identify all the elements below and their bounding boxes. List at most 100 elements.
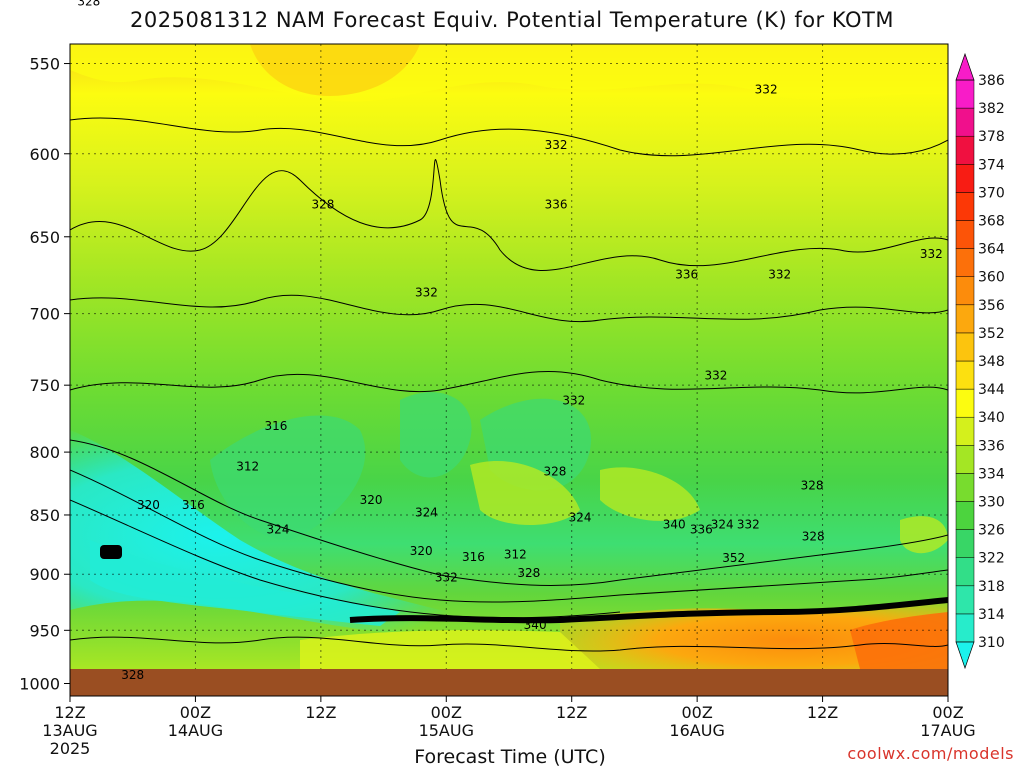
contour-label: 340	[663, 518, 686, 532]
colorbar-tick-label: 314	[978, 607, 1005, 623]
contour-label: 332	[705, 368, 728, 382]
contour-line-6	[70, 469, 948, 603]
colorbar-tick-label: 348	[978, 354, 1005, 370]
colorbar-swatch	[955, 135, 975, 165]
colorbar-tick-label: 356	[978, 298, 1005, 314]
colorbar-tick-label: 378	[978, 129, 1005, 145]
colorbar-tick-label: 386	[978, 73, 1005, 89]
colorbar-tick-label: 352	[978, 326, 1005, 342]
colorbar-tick-label: 370	[978, 185, 1005, 201]
colorbar-swatch	[955, 613, 975, 643]
contour-label: 332	[435, 571, 458, 585]
contour-label: 336	[545, 197, 568, 211]
y-tick-label: 800	[29, 443, 60, 462]
contour-label: 324	[267, 523, 290, 537]
x-tick-date: 14AUG	[168, 721, 223, 740]
y-tick-label: 550	[29, 55, 60, 74]
contour-label: 328	[311, 197, 334, 211]
colorbar-tick-label: 368	[978, 214, 1005, 230]
colorbar-swatch	[955, 445, 975, 474]
field-midyellow-blobs	[470, 461, 948, 554]
plot-frame	[69, 43, 949, 697]
contour-label: 336	[690, 523, 713, 537]
x-tick-time: 12Z	[807, 703, 838, 722]
colorbar-swatch	[955, 416, 975, 446]
colorbar-top-arrow	[955, 52, 975, 81]
x-tick-year: 2025	[50, 739, 91, 758]
colorbar: 310 314 318 322 326 330 334 336 340 344 348 352 356 3…	[955, 52, 1005, 670]
colorbar-tick-label: 322	[978, 551, 1005, 567]
contour-line-4	[70, 370, 948, 394]
y-tick-label: 600	[29, 145, 60, 164]
contour-label: 352	[722, 551, 745, 565]
x-tick-time: 12Z	[54, 703, 85, 722]
x-tick-date: 16AUG	[669, 721, 724, 740]
contour-label: 332	[755, 83, 778, 97]
contour-label: 332	[562, 393, 585, 407]
y-tick-label: 950	[29, 621, 60, 640]
field-midgreen-blobs	[210, 392, 592, 540]
colorbar-swatch	[955, 107, 975, 137]
contour-label: 340	[524, 618, 547, 632]
colorbar-bottom-arrow	[955, 641, 975, 670]
contour-label: 312	[236, 459, 259, 473]
contour-label: 328	[802, 530, 825, 544]
colorbar-tick-label: 330	[978, 495, 1005, 511]
y-tick-label: 750	[29, 376, 60, 395]
y-tick-label: 850	[29, 506, 60, 525]
contour-line-3	[70, 294, 948, 323]
x-tick-date: 13AUG	[42, 721, 97, 740]
colorbar-tick-label: 374	[978, 157, 1005, 173]
contour-label: 316	[462, 550, 485, 564]
contour-label: 320	[360, 493, 383, 507]
contour-label: 332	[737, 518, 760, 532]
contour-label: 328	[544, 464, 567, 478]
colorbar-tick-label: 382	[978, 101, 1005, 117]
colorbar-swatch	[955, 79, 975, 109]
colorbar-tick-label: 364	[978, 242, 1005, 258]
colorbar-swatch	[955, 164, 975, 193]
colorbar-swatch	[955, 220, 975, 249]
chart-title: 2025081312 NAM Forecast Equiv. Potential…	[130, 8, 894, 32]
ground-layer	[70, 669, 948, 696]
grid	[70, 44, 948, 669]
colorbar-tick-label: 326	[978, 523, 1005, 539]
x-tick-date: 17AUG	[920, 721, 975, 740]
colorbar-swatch	[955, 473, 975, 502]
colorbar-tick-label: 336	[978, 438, 1005, 454]
colorbar-swatch	[955, 529, 975, 558]
colorbar-tick-label: 318	[978, 579, 1005, 595]
contour-label: 328	[801, 478, 824, 492]
field-cyan-core	[90, 540, 400, 626]
colorbar-swatch	[955, 585, 975, 615]
contour-line-2	[70, 159, 948, 271]
colorbar-tick-label: 334	[978, 466, 1005, 482]
x-tick-time: 00Z	[932, 703, 963, 722]
contour-label: 332	[415, 286, 438, 300]
y-tick-label: 650	[29, 228, 60, 247]
x-tick-time: 12Z	[556, 703, 587, 722]
x-tick-date: 15AUG	[419, 721, 474, 740]
contour-line-1	[70, 117, 948, 157]
field-warm-core	[850, 612, 948, 669]
colorbar-swatch	[955, 501, 975, 530]
contour-label: 324	[569, 510, 592, 524]
x-tick-time: 00Z	[180, 703, 211, 722]
x-axis-label: Forecast Time (UTC)	[414, 746, 606, 768]
y-axis: 2503003504004505005506006507007508008509…	[19, 55, 70, 694]
colorbar-tick-label: 310	[978, 635, 1005, 651]
contour-line-5	[70, 439, 948, 586]
contour-label: 328	[121, 668, 144, 682]
colorbar-swatch	[955, 557, 975, 587]
contour-label: 320	[137, 498, 160, 512]
contour-labels: 3443403403363363363323323323283283323323…	[77, 0, 942, 682]
colorbar-swatch	[955, 360, 975, 390]
contour-label: 316	[182, 498, 205, 512]
contour-label: 336	[675, 267, 698, 281]
credit-link[interactable]: coolwx.com/models	[847, 744, 1014, 763]
contour-label: 320	[410, 544, 433, 558]
colorbar-swatch	[955, 276, 975, 306]
contour-label: 324	[711, 518, 734, 532]
x-tick-time: 12Z	[305, 703, 336, 722]
